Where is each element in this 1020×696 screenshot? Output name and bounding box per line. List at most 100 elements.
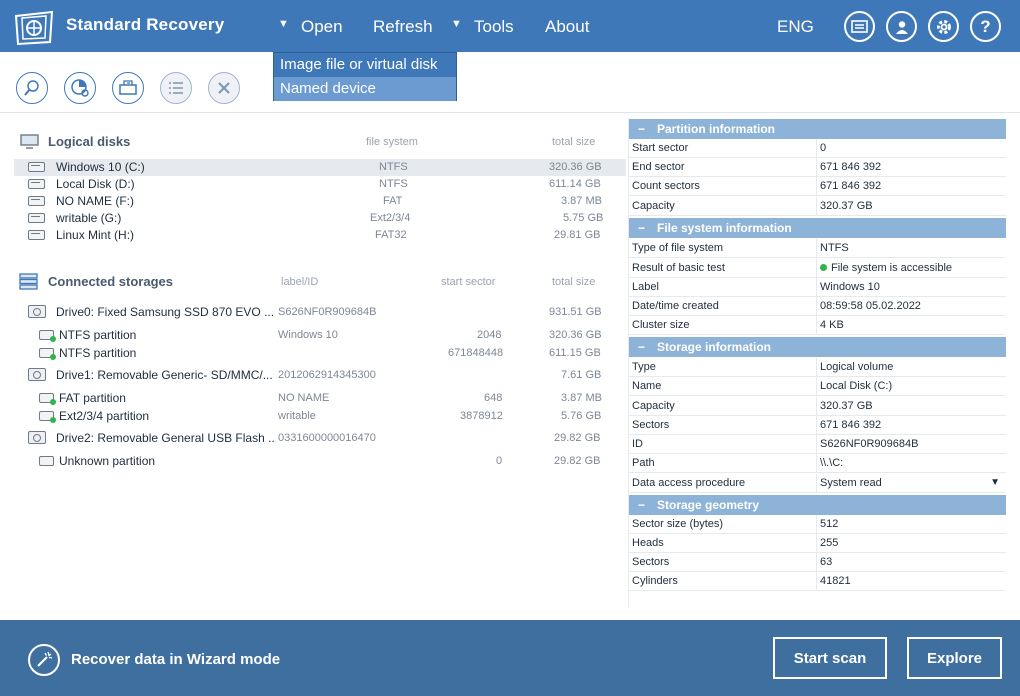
property-row: Sectors 671 846 392 xyxy=(629,416,1006,435)
disk-name: Windows 10 (C:) xyxy=(56,160,145,174)
log-icon xyxy=(851,20,868,33)
property-row: Capacity 320.37 GB xyxy=(629,197,1006,216)
language-selector[interactable]: ENG xyxy=(777,17,814,36)
list-item[interactable]: Local Disk (D:) NTFS 611.14 GB xyxy=(14,176,626,193)
storage-name: FAT partition xyxy=(59,391,126,405)
storage-name: Ext2/3/4 partition xyxy=(59,409,150,423)
start-scan-button[interactable]: Start scan xyxy=(773,637,887,679)
disk-name: NO NAME (F:) xyxy=(56,194,134,208)
collapse-icon: − xyxy=(638,340,646,354)
connected-storages-title: Connected storages xyxy=(48,274,173,289)
property-row: Sectors 63 xyxy=(629,553,1006,572)
table-row[interactable]: Drive1: Removable Generic- SD/MMC/... 20… xyxy=(14,367,626,384)
search-icon xyxy=(24,80,39,96)
menu-open[interactable]: Open xyxy=(301,17,343,36)
table-row[interactable]: NTFS partition 671848448 611.15 GB xyxy=(14,345,626,362)
magic-wand-icon xyxy=(37,651,53,667)
menu-item-image-file[interactable]: Image file or virtual disk xyxy=(274,53,456,77)
property-row: Heads 255 xyxy=(629,534,1006,553)
storage-start: 2048 xyxy=(477,329,502,341)
disk-fs: FAT xyxy=(383,195,403,207)
disk-fs: NTFS xyxy=(379,161,408,173)
table-row[interactable]: Ext2/3/4 partition writable 3878912 5.76… xyxy=(14,408,626,425)
list-item[interactable]: NO NAME (F:) FAT 3.87 MB xyxy=(14,193,626,210)
collapse-icon: − xyxy=(638,498,646,512)
wizard-mode-link[interactable]: Recover data in Wizard mode xyxy=(71,651,281,668)
disk-fs: FAT32 xyxy=(375,229,407,241)
disk-fs: NTFS xyxy=(379,178,408,190)
open-dropdown-arrow-icon[interactable]: ▼ xyxy=(278,18,289,30)
app-title: Standard Recovery xyxy=(66,15,225,34)
chevron-down-icon[interactable]: ▼ xyxy=(990,477,1000,488)
monitor-icon xyxy=(20,134,39,149)
storage-label: S626NF0R909684B xyxy=(278,306,377,318)
disk-size: 5.75 GB xyxy=(563,212,604,224)
disk-size: 29.81 GB xyxy=(554,229,601,241)
table-row[interactable]: Unknown partition 0 29.82 GB xyxy=(14,453,626,470)
storage-size: 320.36 GB xyxy=(549,329,602,341)
log-button[interactable] xyxy=(844,11,875,42)
disk-size: 611.14 GB xyxy=(549,178,601,190)
property-row: End sector 671 846 392 xyxy=(629,158,1006,177)
status-ok-icon xyxy=(820,264,827,271)
storage-size: 5.76 GB xyxy=(561,410,602,422)
menu-item-named-device[interactable]: Named device xyxy=(274,77,456,101)
table-row[interactable]: Drive2: Removable General USB Flash ... … xyxy=(14,430,626,447)
partition-icon xyxy=(39,330,56,342)
property-row: Start sector 0 xyxy=(629,139,1006,158)
menu-tools[interactable]: Tools xyxy=(474,17,514,36)
property-row: Cylinders 41821 xyxy=(629,572,1006,591)
property-row: Date/time created 08:59:58 05.02.2022 xyxy=(629,297,1006,316)
search-button[interactable] xyxy=(16,72,48,104)
close-button[interactable] xyxy=(208,72,240,104)
storage-name: Drive1: Removable Generic- SD/MMC/... xyxy=(56,368,273,382)
save-image-button[interactable] xyxy=(112,72,144,104)
partition-info-header[interactable]: − Partition information xyxy=(629,119,1006,139)
open-menu-dropdown: Image file or virtual disk Named device xyxy=(273,52,457,101)
storage-label: Windows 10 xyxy=(278,329,338,341)
volume-icon xyxy=(28,196,45,206)
explore-button[interactable]: Explore xyxy=(907,637,1002,679)
disk-name: Local Disk (D:) xyxy=(56,177,135,191)
storage-name: Drive2: Removable General USB Flash ... xyxy=(56,431,276,445)
fs-info-header[interactable]: − File system information xyxy=(629,218,1006,238)
geometry-header[interactable]: − Storage geometry xyxy=(629,495,1006,515)
storage-start: 0 xyxy=(496,455,503,467)
scan-disk-button[interactable] xyxy=(64,72,96,104)
volume-icon xyxy=(28,162,45,172)
data-access-select[interactable]: Data access procedure System read ▼ xyxy=(629,474,1006,493)
property-row: Count sectors 671 846 392 xyxy=(629,177,1006,196)
tools-dropdown-arrow-icon[interactable]: ▼ xyxy=(451,18,462,30)
partition-icon xyxy=(39,411,56,423)
collapse-icon: − xyxy=(638,221,646,235)
wizard-button[interactable] xyxy=(28,644,60,676)
property-row: Name Local Disk (C:) xyxy=(629,377,1006,396)
disk-fs: Ext2/3/4 xyxy=(370,212,411,224)
disk-scan-icon xyxy=(71,79,89,97)
settings-button[interactable] xyxy=(928,11,959,42)
col-total-size: total size xyxy=(552,136,596,148)
help-button[interactable]: ? xyxy=(970,11,1001,42)
account-button[interactable] xyxy=(886,11,917,42)
drive-icon xyxy=(28,431,46,444)
table-row[interactable]: Drive0: Fixed Samsung SSD 870 EVO ... S6… xyxy=(14,304,626,321)
list-item[interactable]: Windows 10 (C:) NTFS 320.36 GB xyxy=(14,159,626,176)
list-view-button[interactable] xyxy=(160,72,192,104)
list-item[interactable]: writable (G:) Ext2/3/4 5.75 GB xyxy=(14,210,626,227)
close-icon xyxy=(218,82,230,94)
footer-bar: Recover data in Wizard mode Start scan E… xyxy=(0,620,1020,696)
partition-icon xyxy=(39,348,56,360)
gear-icon xyxy=(936,19,951,34)
storage-info-header[interactable]: − Storage information xyxy=(629,337,1006,357)
table-row[interactable]: FAT partition NO NAME 648 3.87 MB xyxy=(14,390,626,407)
property-row: Sector size (bytes) 512 xyxy=(629,515,1006,534)
app-logo-icon xyxy=(14,10,54,46)
storage-start: 648 xyxy=(484,392,503,404)
partition-icon xyxy=(39,393,56,405)
drive-icon xyxy=(28,305,46,318)
menu-about[interactable]: About xyxy=(545,17,590,36)
storage-start: 671848448 xyxy=(448,347,504,359)
menu-refresh[interactable]: Refresh xyxy=(373,17,433,36)
table-row[interactable]: NTFS partition Windows 10 2048 320.36 GB xyxy=(14,327,626,344)
list-item[interactable]: Linux Mint (H:) FAT32 29.81 GB xyxy=(14,227,626,244)
